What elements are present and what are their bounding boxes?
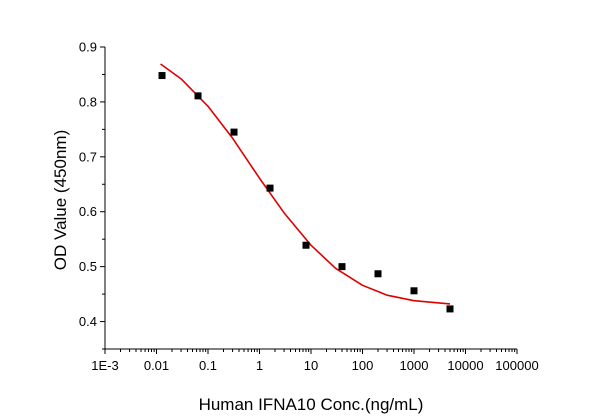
fit-curve-group [160,63,451,305]
y-axis-ticks: 0.4 0.5 0.6 0.7 0.8 0.9 [79,40,105,350]
x-tick-label: 0.01 [144,358,169,373]
x-tick-label: 100 [352,358,374,373]
x-tick-label: 10000 [447,358,483,373]
x-tick-label: 100000 [495,358,538,373]
y-tick-label: 0.8 [79,94,97,109]
y-tick-label: 0.6 [79,204,97,219]
x-tick-label: 1000 [400,358,429,373]
data-point [194,92,202,100]
y-tick-label: 0.5 [79,259,97,274]
y-tick-label: 0.9 [79,40,97,55]
data-point [446,305,454,313]
y-tick-label: 0.4 [79,314,97,329]
x-axis-title: Human IFNA10 Conc.(ng/mL) [199,395,424,414]
data-point [266,184,274,192]
data-point [410,287,418,295]
data-point [374,270,382,278]
data-points [158,72,454,313]
y-axis-title: OD Value (450nm) [51,130,70,270]
x-tick-label: 10 [304,358,318,373]
data-point [302,241,310,249]
x-tick-label: 1 [256,358,263,373]
x-axis-ticks: 1E-3 0.01 0.1 1 10 100 1000 10000 100000 [91,349,539,373]
x-tick-label: 1E-3 [91,358,118,373]
data-point [158,72,166,80]
data-point [338,263,346,271]
data-point [230,128,238,136]
x-tick-label: 0.1 [199,358,217,373]
fit-curve [160,63,451,305]
axes [104,47,517,350]
y-tick-label: 0.7 [79,149,97,164]
